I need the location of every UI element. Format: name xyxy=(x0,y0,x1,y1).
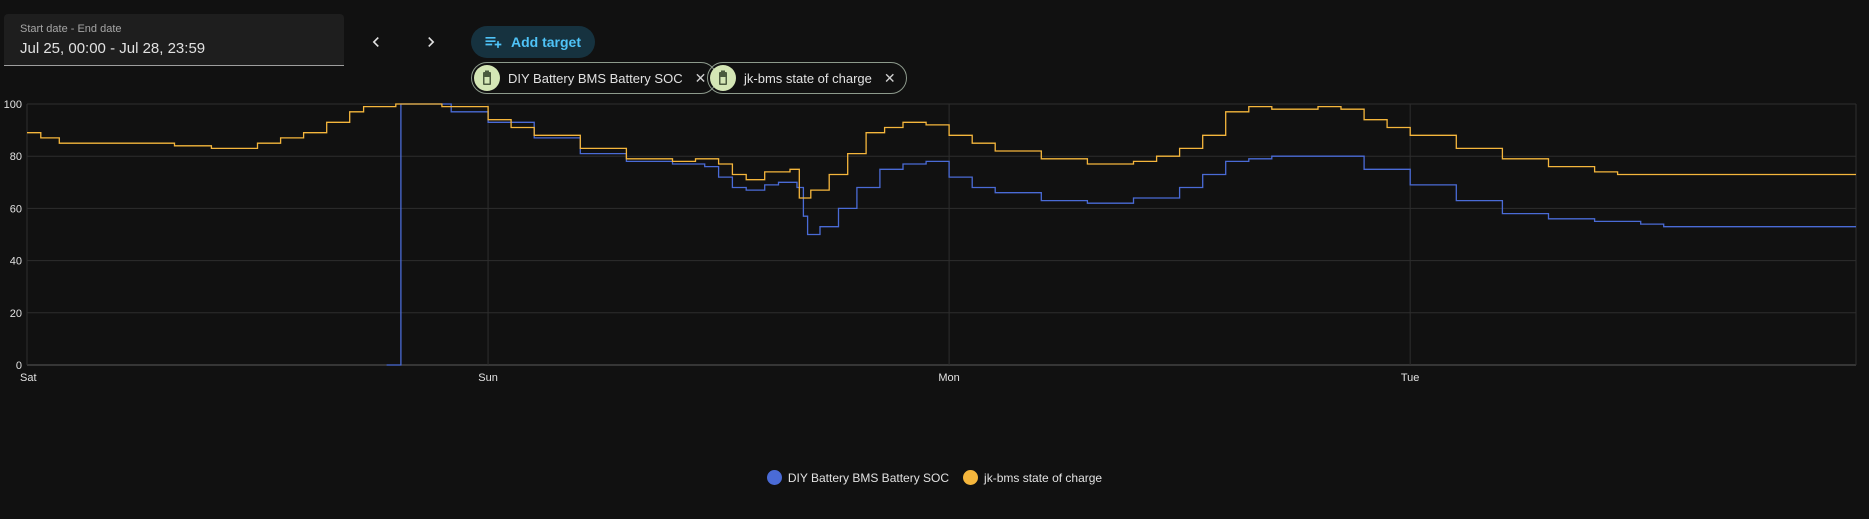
history-line-chart[interactable]: 0 20 40 60 80 100% Sat Sun Mon Tue xyxy=(0,100,1869,465)
add-target-label: Add target xyxy=(511,34,581,50)
y-tick-label: 20 xyxy=(10,308,22,320)
y-tick-label: 60 xyxy=(10,203,22,215)
chevron-left-icon xyxy=(372,37,379,47)
series-line-1[interactable] xyxy=(386,103,1856,366)
next-period-button[interactable] xyxy=(411,22,451,62)
x-tick-label: Tue xyxy=(1401,372,1420,384)
legend-color-swatch xyxy=(766,470,782,485)
y-tick-label: 40 xyxy=(10,256,22,268)
battery-icon xyxy=(474,65,500,91)
target-chip-label: DIY Battery BMS Battery SOC xyxy=(508,70,683,86)
playlist-plus-icon xyxy=(485,37,502,48)
y-unit-label: % xyxy=(28,100,37,101)
legend-item-jk-bms[interactable]: jk-bms state of charge xyxy=(963,470,1102,485)
y-tick-label: 0 xyxy=(16,360,22,372)
legend-label: DIY Battery BMS Battery SOC xyxy=(787,470,950,485)
y-tick-label: 100 xyxy=(4,100,22,111)
chevron-right-icon xyxy=(428,37,435,47)
x-tick-label: Sat xyxy=(20,372,37,384)
remove-target-icon[interactable]: ✕ xyxy=(883,69,896,86)
remove-target-icon[interactable]: ✕ xyxy=(694,69,707,86)
target-chip-label: jk-bms state of charge xyxy=(744,70,872,86)
series-line-2[interactable] xyxy=(27,103,1856,199)
date-range-label: Start date - End date xyxy=(20,23,122,35)
add-target-button[interactable]: Add target xyxy=(471,26,595,58)
previous-period-button[interactable] xyxy=(356,22,396,62)
legend-item-diy-battery[interactable]: DIY Battery BMS Battery SOC xyxy=(766,470,950,485)
target-chip-jk-bms[interactable]: jk-bms state of charge ✕ xyxy=(707,62,907,94)
x-tick-label: Sun xyxy=(478,372,498,384)
date-range-picker[interactable]: Start date - End date Jul 25, 00:00 - Ju… xyxy=(4,14,344,66)
date-range-value: Jul 25, 00:00 - Jul 28, 23:59 xyxy=(20,40,206,57)
x-tick-label: Mon xyxy=(938,372,959,384)
target-chip-diy-battery[interactable]: DIY Battery BMS Battery SOC ✕ xyxy=(471,62,718,94)
battery-icon xyxy=(710,65,736,91)
chart-legend: DIY Battery BMS Battery SOC jk-bms state… xyxy=(0,470,1869,485)
legend-color-swatch xyxy=(963,470,979,485)
legend-label: jk-bms state of charge xyxy=(984,470,1103,485)
y-tick-label: 80 xyxy=(10,151,22,163)
